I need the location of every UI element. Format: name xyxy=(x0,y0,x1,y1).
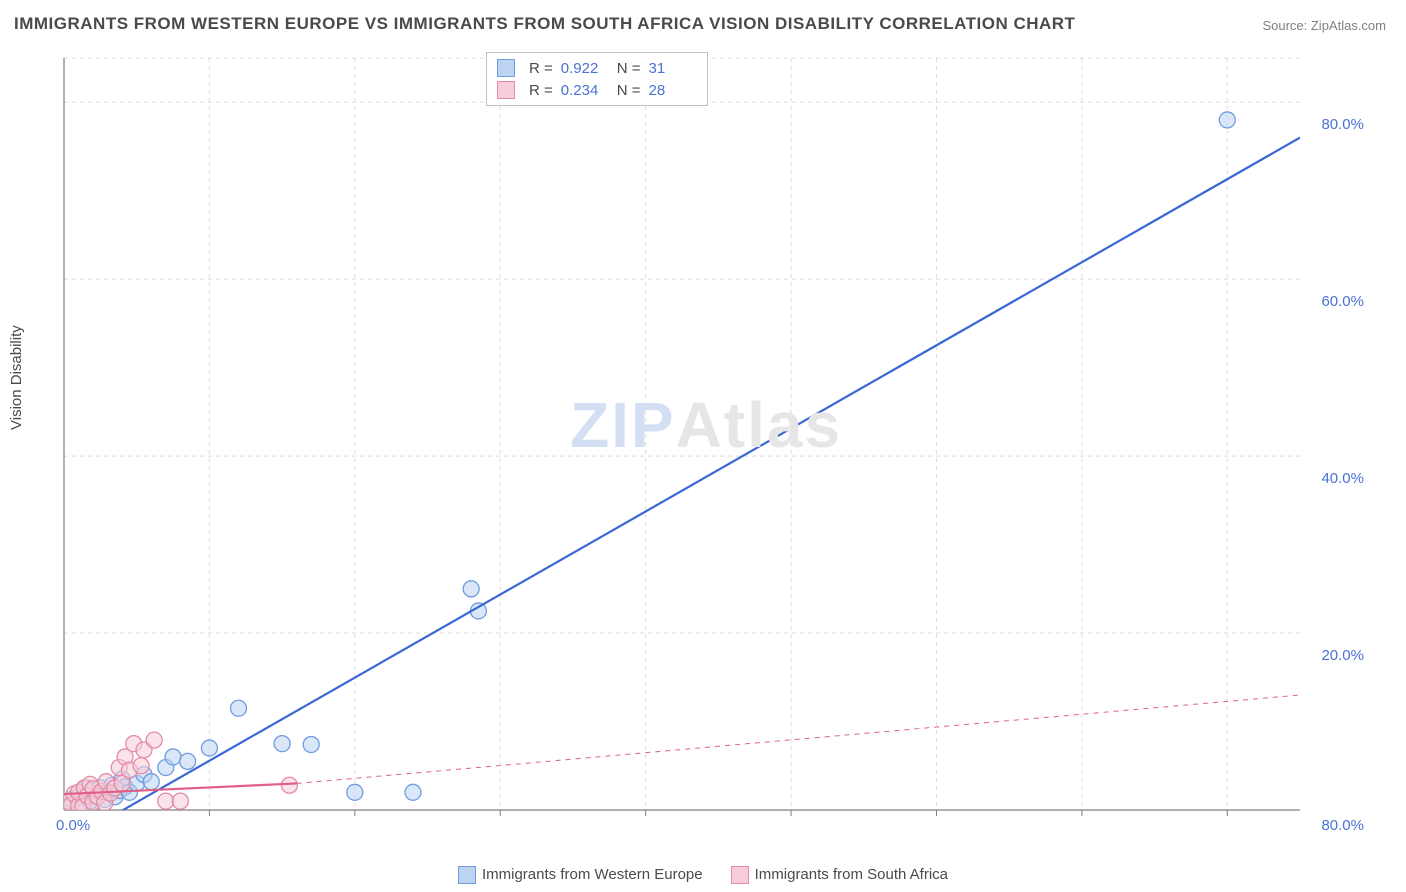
y-tick-40: 40.0% xyxy=(1321,470,1364,487)
chart-title: IMMIGRANTS FROM WESTERN EUROPE VS IMMIGR… xyxy=(14,14,1075,34)
legend-swatch xyxy=(458,866,476,884)
source-attribution: Source: ZipAtlas.com xyxy=(1262,18,1386,33)
x-tick-left: 0.0% xyxy=(56,817,90,834)
n-label: N = xyxy=(617,60,641,77)
r-value: 0.234 xyxy=(561,82,609,99)
source-label: Source: xyxy=(1262,18,1310,33)
chart-svg xyxy=(50,48,1380,840)
series-legend-item: Immigrants from Western Europe xyxy=(458,866,703,883)
legend-row: R = 0.234 N = 28 xyxy=(497,79,697,101)
series-legend: Immigrants from Western Europe Immigrants… xyxy=(0,866,1406,884)
r-value: 0.922 xyxy=(561,60,609,77)
y-tick-80: 80.0% xyxy=(1321,116,1364,133)
r-label: R = xyxy=(529,82,553,99)
y-tick-20: 20.0% xyxy=(1321,647,1364,664)
r-label: R = xyxy=(529,60,553,77)
chart-plot-area: ZIPAtlas 80.0% 60.0% 40.0% 20.0% 0.0% 80… xyxy=(50,48,1380,840)
n-value: 28 xyxy=(649,82,697,99)
x-tick-right: 80.0% xyxy=(1321,817,1364,834)
y-axis-label: Vision Disability xyxy=(8,325,25,430)
series-legend-item: Immigrants from South Africa xyxy=(731,866,948,883)
series-legend-label: Immigrants from Western Europe xyxy=(482,866,703,883)
y-tick-60: 60.0% xyxy=(1321,293,1364,310)
legend-swatch xyxy=(497,81,515,99)
series-legend-label: Immigrants from South Africa xyxy=(755,866,948,883)
legend-swatch xyxy=(497,59,515,77)
legend-swatch xyxy=(731,866,749,884)
n-value: 31 xyxy=(649,60,697,77)
n-label: N = xyxy=(617,82,641,99)
source-value: ZipAtlas.com xyxy=(1311,18,1386,33)
correlation-legend: R = 0.922 N = 31 R = 0.234 N = 28 xyxy=(486,52,708,106)
legend-row: R = 0.922 N = 31 xyxy=(497,57,697,79)
